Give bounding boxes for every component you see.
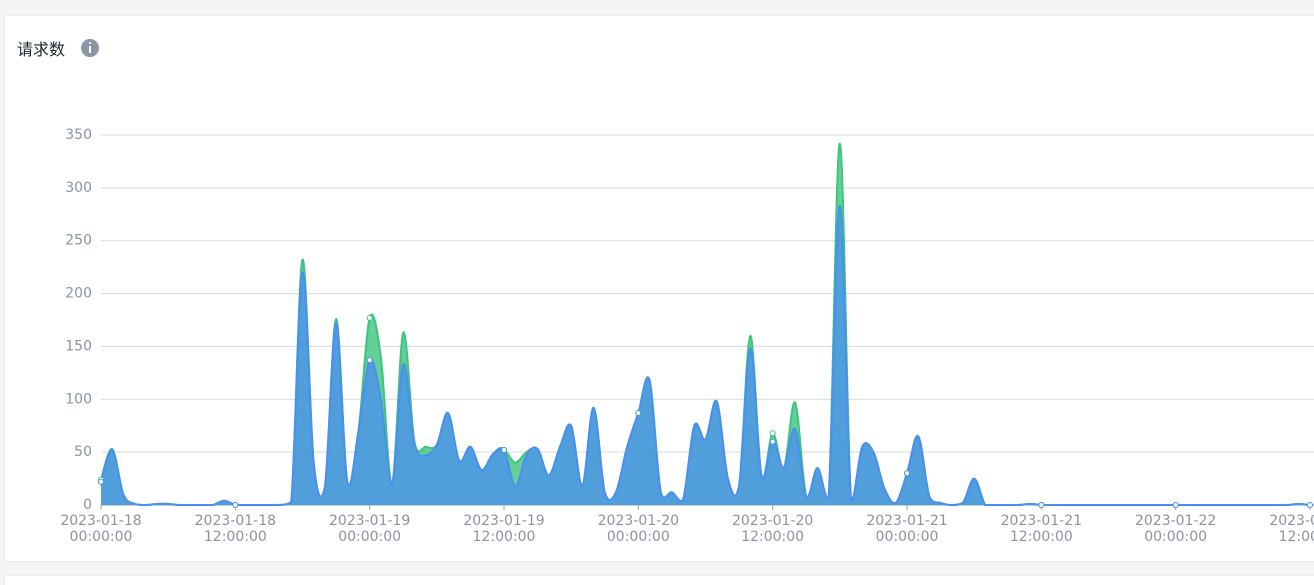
- y-tick-label: 150: [65, 338, 92, 354]
- x-tick-label: 2023-01-18 12:00:00: [194, 513, 277, 545]
- x-tick-label: 2023-01-20 00:00:00: [597, 513, 680, 545]
- y-tick-label: 200: [65, 286, 92, 302]
- series: [100, 204, 1311, 506]
- y-tick-label: 300: [65, 180, 92, 196]
- point: [635, 410, 642, 417]
- area: [101, 205, 1310, 505]
- point: [904, 470, 910, 477]
- x-tick-label: 2023-01-22 12:00:00: [1269, 513, 1314, 545]
- point: [98, 478, 104, 485]
- y-tick-label: 100: [65, 391, 92, 407]
- point: [501, 447, 507, 454]
- point: [366, 314, 373, 321]
- point: [1172, 502, 1179, 508]
- y-tick-label: 50: [74, 444, 92, 460]
- x-tick-label: 2023-01-21 12:00:00: [1000, 513, 1083, 545]
- x-tick-label: 2023-01-20 12:00:00: [731, 513, 814, 545]
- point: [769, 430, 776, 437]
- y-tick-label: 0: [83, 497, 92, 513]
- chart-title: 请求数: [17, 40, 66, 59]
- point: [1038, 502, 1045, 508]
- point: [1307, 502, 1313, 508]
- x-tick-label: 2023-01-21 00:00:00: [866, 513, 948, 545]
- y-tick-label: 250: [65, 233, 92, 249]
- y-tick-label: 350: [65, 127, 92, 143]
- next-card: [4, 575, 1314, 585]
- point: [769, 438, 776, 445]
- point: [366, 357, 373, 364]
- x-tick-label: 2023-01-22 00:00:00: [1134, 513, 1217, 545]
- x-tick-label: 2023-01-19 00:00:00: [328, 513, 411, 545]
- x-tick-label: 2023-01-19 12:00:00: [463, 513, 545, 545]
- point: [232, 502, 239, 508]
- line: [100, 204, 1311, 506]
- x-tick-label: 2023-01-18 00:00:00: [60, 513, 142, 545]
- info-icon[interactable]: [81, 39, 99, 57]
